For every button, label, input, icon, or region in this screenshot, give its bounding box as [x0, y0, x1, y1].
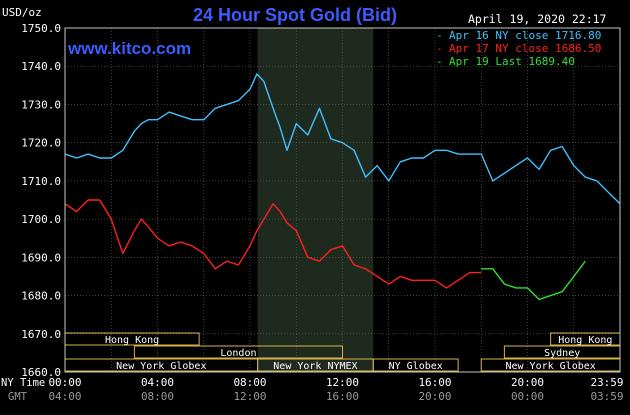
x-tick-label-ny: 08:00	[233, 376, 266, 389]
session-label: London	[220, 348, 256, 359]
legend-marker: -	[436, 55, 443, 68]
x-tick-label-gmt: 12:00	[233, 390, 266, 403]
shaded-trading-period	[257, 28, 374, 372]
x-tick-label-ny: 12:00	[326, 376, 359, 389]
y-tick-label: 1750.0	[21, 22, 61, 35]
site-label: www.kitco.com	[67, 39, 191, 58]
y-tick-label: 1690.0	[21, 251, 61, 264]
x-tick-label-ny: 04:00	[141, 376, 174, 389]
x-tick-label-gmt: 08:00	[141, 390, 174, 403]
legend-entry: Apr 19 Last 1689.40	[449, 55, 575, 68]
session-label: NY Globex	[389, 361, 443, 372]
x-tick-label-ny: 00:00	[48, 376, 81, 389]
session-box	[133, 345, 343, 359]
x-tick-label-gmt: 20:00	[418, 390, 451, 403]
y-tick-label: 1720.0	[21, 137, 61, 150]
y-tick-labels: 1750.0 1740.0 1730.0 1720.0 1710.0 1700.0 1690…	[21, 22, 61, 379]
y-tick-label: 1700.0	[21, 213, 61, 226]
series-line-1	[64, 73, 621, 205]
session-label: Hong Kong	[105, 335, 159, 346]
legend-marker: -	[436, 29, 443, 42]
session-label: New York Globex	[116, 361, 206, 372]
x-tick-labels: 00:0004:0004:0008:0008:0012:0012:0016:00…	[48, 376, 623, 403]
x-tick-label-gmt: 16:00	[326, 390, 359, 403]
legend-entry: Apr 17 NY close 1686.50	[449, 42, 601, 55]
ny-time-label: NY Time	[1, 377, 45, 389]
series-line-2	[64, 199, 482, 289]
legend-entry: Apr 16 NY close 1716.80	[449, 29, 601, 42]
chart-title: 24 Hour Spot Gold (Bid)	[193, 5, 397, 25]
session-label: New York NYMEX	[273, 361, 357, 372]
y-axis-unit-label: USD/oz	[2, 6, 42, 19]
x-tick-label-ny: 23:59	[590, 376, 623, 389]
series-line-3	[481, 260, 586, 301]
session-box	[372, 358, 459, 372]
x-tick-label-gmt: 03:59	[590, 390, 623, 403]
y-tick-label: 1710.0	[21, 175, 61, 188]
session-label: Hong Kong	[558, 335, 612, 346]
y-tick-label: 1730.0	[21, 98, 61, 111]
y-tick-label: 1670.0	[21, 328, 61, 341]
gmt-label: GMT	[8, 391, 28, 403]
x-tick-label-gmt: 00:00	[511, 390, 544, 403]
timestamp: April 19, 2020 22:17	[468, 12, 607, 26]
sessions-layer: Hong Kong Hong Kong London Sydney New York G…	[64, 332, 621, 372]
series-layer	[64, 73, 621, 301]
grid-layer	[65, 28, 620, 372]
shaded-period-layer	[257, 28, 374, 372]
y-tick-label: 1660.0	[21, 366, 61, 379]
x-tick-label-gmt: 04:00	[48, 390, 81, 403]
session-label: Sydney	[544, 348, 580, 359]
x-tick-label-ny: 16:00	[418, 376, 451, 389]
y-tick-label: 1740.0	[21, 60, 61, 73]
y-tick-label: 1680.0	[21, 290, 61, 303]
x-tick-label-ny: 20:00	[511, 376, 544, 389]
session-label: New York Globex	[505, 361, 595, 372]
legend-marker: -	[436, 42, 443, 55]
legend: - Apr 16 NY close 1716.80- Apr 17 NY close…	[436, 29, 601, 68]
plot-border	[64, 27, 621, 373]
